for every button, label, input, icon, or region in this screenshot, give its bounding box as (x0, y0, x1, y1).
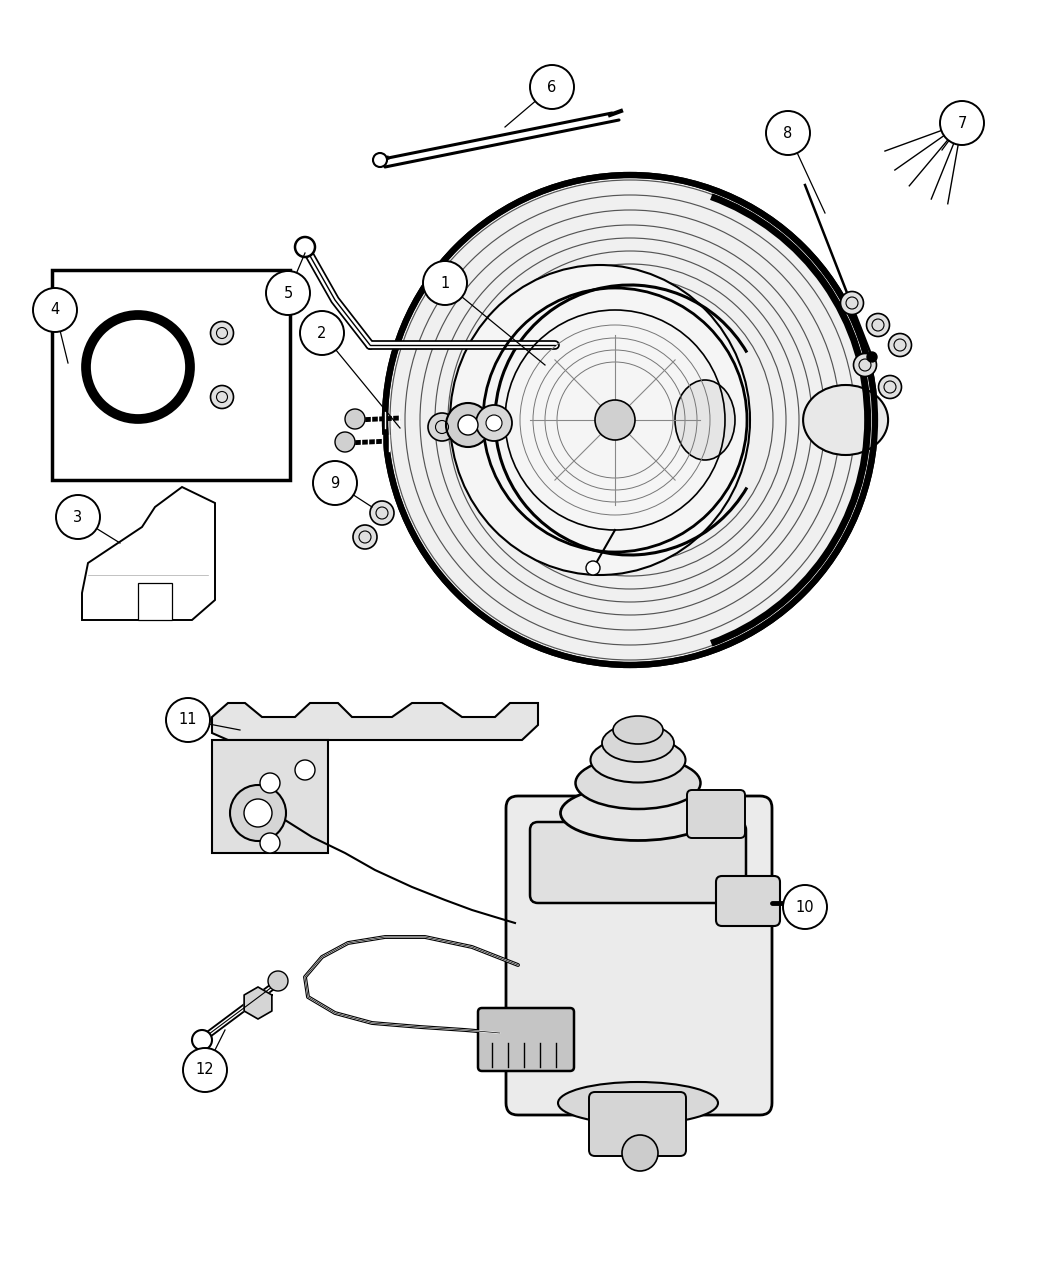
Bar (52, 270, 290, 479)
Text: 5: 5 (284, 286, 293, 301)
Circle shape (888, 334, 911, 357)
Circle shape (428, 413, 456, 441)
Circle shape (56, 495, 100, 539)
Ellipse shape (575, 757, 700, 810)
Ellipse shape (450, 265, 750, 575)
Circle shape (867, 352, 877, 362)
FancyBboxPatch shape (478, 1009, 574, 1071)
Circle shape (530, 65, 574, 108)
Circle shape (335, 432, 355, 453)
Circle shape (423, 261, 467, 305)
Circle shape (446, 403, 490, 448)
FancyBboxPatch shape (506, 796, 772, 1116)
Circle shape (866, 314, 889, 337)
Ellipse shape (803, 385, 888, 455)
Circle shape (183, 1048, 227, 1091)
Circle shape (230, 785, 286, 842)
Ellipse shape (558, 1082, 718, 1125)
Circle shape (486, 414, 502, 431)
Text: 10: 10 (796, 899, 815, 914)
Circle shape (940, 101, 984, 145)
Text: 8: 8 (783, 125, 793, 140)
Text: 3: 3 (74, 510, 83, 524)
Polygon shape (82, 487, 215, 620)
Circle shape (300, 311, 344, 354)
Circle shape (385, 175, 875, 666)
Circle shape (766, 111, 810, 156)
FancyBboxPatch shape (716, 876, 780, 926)
Ellipse shape (561, 785, 715, 840)
Text: 1: 1 (440, 275, 449, 291)
Circle shape (244, 799, 272, 827)
Polygon shape (245, 987, 272, 1019)
Text: 11: 11 (178, 713, 197, 728)
Circle shape (783, 885, 827, 929)
Circle shape (260, 773, 280, 793)
Circle shape (210, 385, 233, 408)
Circle shape (166, 697, 210, 742)
Text: 2: 2 (317, 325, 327, 340)
Circle shape (295, 237, 315, 258)
Circle shape (33, 288, 77, 332)
Ellipse shape (590, 737, 686, 783)
Circle shape (266, 272, 310, 315)
Circle shape (370, 501, 394, 525)
Circle shape (476, 405, 512, 441)
Text: 12: 12 (195, 1062, 214, 1077)
Ellipse shape (602, 724, 674, 762)
Circle shape (586, 561, 600, 575)
Circle shape (854, 353, 877, 376)
Circle shape (192, 1030, 212, 1051)
Circle shape (373, 153, 387, 167)
Circle shape (210, 321, 233, 344)
Polygon shape (138, 583, 172, 620)
Polygon shape (212, 703, 538, 740)
Circle shape (595, 400, 635, 440)
Circle shape (879, 376, 902, 399)
Circle shape (840, 292, 863, 315)
FancyBboxPatch shape (589, 1091, 686, 1156)
Circle shape (313, 462, 357, 505)
Circle shape (345, 409, 365, 428)
Circle shape (458, 414, 478, 435)
Circle shape (268, 972, 288, 991)
Circle shape (295, 760, 315, 780)
Text: 6: 6 (547, 79, 557, 94)
Text: 7: 7 (958, 116, 967, 130)
Polygon shape (212, 740, 328, 853)
FancyBboxPatch shape (687, 790, 746, 838)
Circle shape (260, 833, 280, 853)
Text: 4: 4 (50, 302, 60, 317)
FancyBboxPatch shape (530, 822, 746, 903)
Ellipse shape (675, 380, 735, 460)
Circle shape (353, 525, 377, 550)
Circle shape (622, 1135, 658, 1170)
Text: 9: 9 (331, 476, 339, 491)
Ellipse shape (613, 717, 663, 745)
